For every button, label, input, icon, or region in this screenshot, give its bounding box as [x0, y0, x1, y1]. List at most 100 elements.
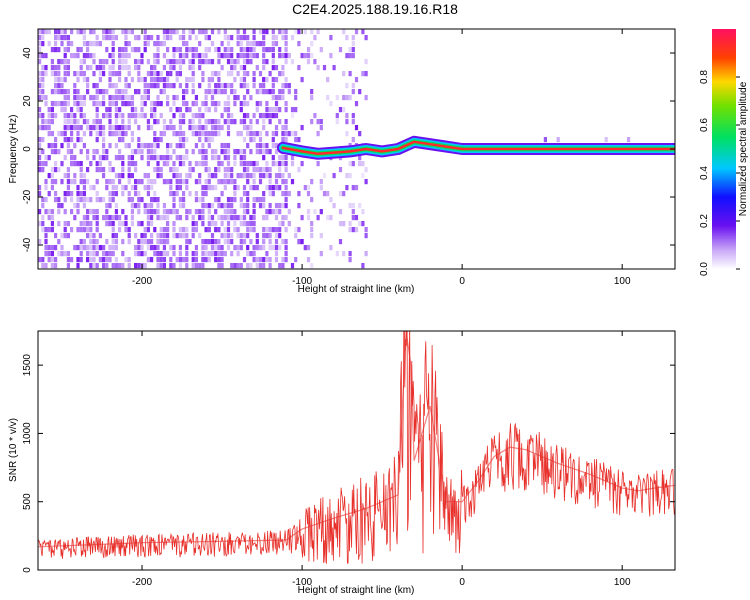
heatmap-cell	[274, 35, 279, 41]
heatmap-cell	[210, 251, 215, 257]
heatmap-cell	[47, 119, 51, 125]
heatmap-cell	[57, 29, 61, 35]
heatmap-cell	[223, 173, 227, 179]
heatmap-cell	[153, 41, 157, 47]
heatmap-cell	[204, 203, 208, 209]
heatmap-cell	[38, 47, 42, 53]
heatmap-cell	[303, 185, 307, 191]
heatmap-cell	[210, 233, 215, 239]
heatmap-cell	[194, 131, 198, 137]
heatmap-cell	[258, 29, 263, 35]
heatmap-cell	[175, 179, 179, 185]
heatmap-cell	[278, 155, 282, 161]
heatmap-cell	[246, 263, 250, 269]
heatmap-cell	[118, 125, 122, 131]
heatmap-cell	[284, 137, 288, 143]
heatmap-cell	[86, 125, 90, 131]
heatmap-cell	[95, 227, 99, 233]
heatmap-cell	[207, 185, 211, 191]
heatmap-cell	[98, 161, 102, 167]
heatmap-cell	[143, 101, 147, 107]
heatmap-cell	[185, 179, 189, 185]
heatmap-cell	[236, 59, 240, 65]
heatmap-cell	[95, 131, 99, 137]
heatmap-cell	[60, 143, 64, 149]
heatmap-cell	[271, 143, 275, 149]
heatmap-cell	[153, 107, 157, 113]
heatmap-cell	[281, 65, 285, 71]
heatmap-cell	[166, 35, 170, 41]
y-tick-label: 0	[22, 146, 33, 152]
heatmap-cell	[79, 101, 83, 107]
heatmap-cell	[162, 179, 166, 185]
heatmap-cell	[201, 53, 205, 59]
heatmap-cell	[217, 215, 221, 221]
heatmap-cell	[50, 149, 54, 155]
heatmap-cell	[194, 125, 198, 131]
heatmap-cell	[214, 185, 218, 191]
heatmap-cell	[223, 89, 227, 95]
heatmap-cell	[284, 191, 288, 197]
heatmap-cell	[294, 29, 298, 35]
heatmap-cell	[249, 41, 253, 47]
heatmap-cell	[226, 245, 231, 251]
heatmap-cell	[201, 209, 205, 215]
heatmap-cell	[242, 53, 247, 59]
heatmap-cell	[201, 245, 205, 251]
heatmap-cell	[60, 245, 64, 251]
heatmap-cell	[140, 149, 144, 155]
heatmap-cell	[153, 53, 157, 59]
heatmap-cell	[210, 77, 215, 83]
heatmap-cell	[57, 83, 61, 89]
heatmap-cell	[284, 41, 288, 47]
heatmap-cell	[172, 131, 176, 137]
heatmap-cell	[50, 245, 54, 251]
heatmap-cell	[223, 209, 227, 215]
heatmap-cell	[274, 41, 279, 47]
x-tick-label: 100	[614, 276, 631, 287]
heatmap-cell	[204, 35, 208, 41]
heatmap-cell	[230, 47, 234, 53]
heatmap-cell	[178, 59, 182, 65]
heatmap-cell	[303, 53, 307, 59]
heatmap-cell	[38, 95, 42, 101]
heatmap-cell	[204, 125, 208, 131]
heatmap-cell	[50, 257, 54, 263]
heatmap-cell	[121, 221, 125, 227]
heatmap-cell	[271, 209, 275, 215]
heatmap-cell	[47, 113, 51, 119]
heatmap-cell	[358, 203, 362, 209]
heatmap-cell	[95, 221, 99, 227]
heatmap-cell	[223, 35, 227, 41]
heatmap-cell	[95, 215, 99, 221]
heatmap-cell	[47, 29, 51, 35]
heatmap-cell	[169, 143, 173, 149]
heatmap-cell	[210, 137, 215, 143]
heatmap-cell	[242, 185, 247, 191]
heatmap-cell	[175, 95, 179, 101]
heatmap-cell	[358, 131, 362, 137]
heatmap-cell	[169, 119, 173, 125]
heatmap-cell	[239, 215, 243, 221]
heatmap-cell	[111, 47, 115, 53]
heatmap-cell	[281, 83, 285, 89]
heatmap-cell	[92, 239, 96, 245]
heatmap-cell	[310, 53, 314, 59]
heatmap-cell	[102, 137, 106, 143]
y-tick-label: 0	[22, 567, 33, 573]
heatmap-cell	[258, 131, 263, 137]
heatmap-cell	[175, 185, 179, 191]
heatmap-cell	[217, 125, 221, 131]
heatmap-cell	[166, 101, 170, 107]
heatmap-cell	[246, 167, 250, 173]
heatmap-cell	[38, 59, 42, 65]
heatmap-cell	[297, 191, 301, 197]
heatmap-cell	[258, 41, 263, 47]
heatmap-cell	[166, 227, 170, 233]
heatmap-cell	[41, 215, 45, 221]
heatmap-cell	[242, 95, 247, 101]
heatmap-cell	[262, 239, 266, 245]
heatmap-cell	[54, 197, 58, 203]
heatmap-cell	[86, 179, 90, 185]
heatmap-cell	[63, 29, 67, 35]
